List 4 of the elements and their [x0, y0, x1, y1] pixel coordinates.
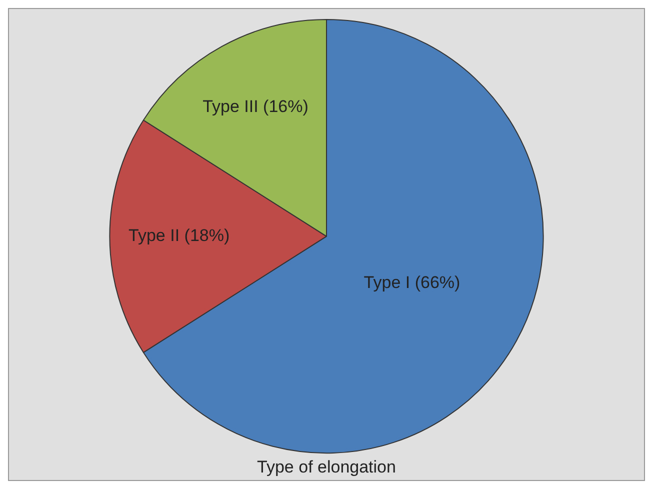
slice-label: Type I (66%): [364, 272, 460, 292]
text: Type of elongation: [257, 457, 396, 476]
slice-label: Type III (16%): [202, 96, 308, 116]
slice-label: Type II (18%): [128, 226, 230, 245]
